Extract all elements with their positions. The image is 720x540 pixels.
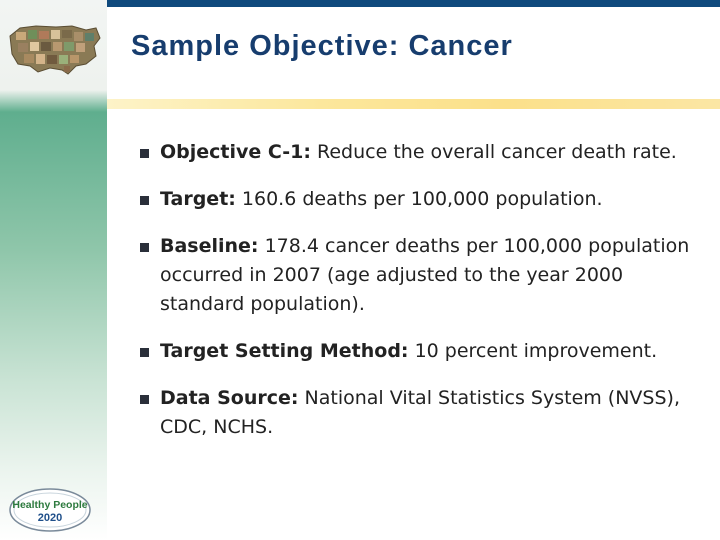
- logo-line2: 2020: [38, 512, 62, 524]
- square-bullet-icon: [140, 348, 149, 357]
- top-accent-bar: [0, 0, 720, 7]
- title-panel: [107, 7, 720, 107]
- slide-title: Sample Objective: Cancer: [131, 30, 513, 62]
- title-underline-bar: [107, 99, 720, 109]
- us-map-photo-collage-icon: [9, 25, 101, 75]
- bullet-item-baseline: Baseline: 178.4 cancer deaths per 100,00…: [140, 232, 700, 319]
- bullet-text: 10 percent improvement.: [408, 340, 658, 362]
- bullet-label: Target:: [160, 188, 236, 210]
- bullet-label: Objective C-1:: [160, 141, 311, 163]
- bullet-item-data-source: Data Source: National Vital Statistics S…: [140, 384, 700, 442]
- bullet-text: 178.4 cancer deaths per 100,000 populati…: [160, 235, 690, 315]
- square-bullet-icon: [140, 243, 149, 252]
- logo-line1: Healthy People: [12, 499, 87, 511]
- bullet-label: Data Source:: [160, 387, 299, 409]
- bullet-list: Objective C-1: Reduce the overall cancer…: [140, 138, 700, 460]
- bullet-item-target: Target: 160.6 deaths per 100,000 populat…: [140, 185, 700, 214]
- square-bullet-icon: [140, 196, 149, 205]
- square-bullet-icon: [140, 395, 149, 404]
- bullet-item-method: Target Setting Method: 10 percent improv…: [140, 337, 700, 366]
- square-bullet-icon: [140, 149, 149, 158]
- bullet-label: Target Setting Method:: [160, 340, 409, 362]
- bullet-label: Baseline:: [160, 235, 259, 257]
- healthy-people-2020-logo: Healthy People 2020: [9, 488, 91, 532]
- bullet-item-objective: Objective C-1: Reduce the overall cancer…: [140, 138, 700, 167]
- left-gradient-rail: [0, 0, 107, 540]
- bullet-text: 160.6 deaths per 100,000 population.: [235, 188, 603, 210]
- bullet-text: National Vital Statistics System (NVSS),…: [160, 387, 681, 438]
- bullet-text: Reduce the overall cancer death rate.: [310, 141, 677, 163]
